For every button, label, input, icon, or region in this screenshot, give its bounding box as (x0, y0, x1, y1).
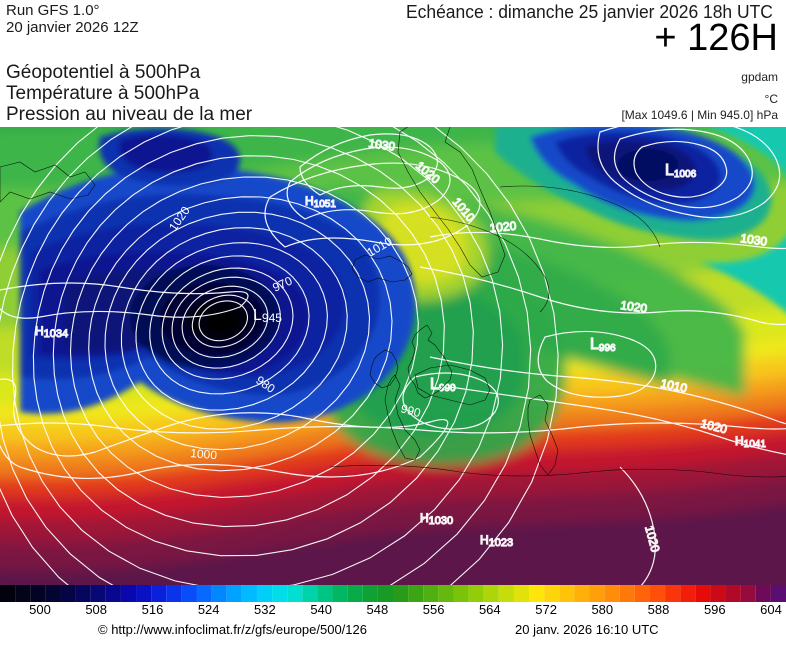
svg-text:1030: 1030 (740, 231, 769, 249)
svg-text:990: 990 (399, 401, 422, 420)
svg-text:H1041: H1041 (735, 434, 766, 450)
svg-text:H1034: H1034 (35, 324, 68, 340)
svg-text:H1023: H1023 (480, 533, 513, 549)
svg-text:L1006: L1006 (665, 162, 697, 180)
svg-text:1010: 1010 (365, 234, 395, 260)
svg-text:1020: 1020 (413, 159, 443, 187)
svg-text:1010: 1010 (659, 376, 688, 395)
svg-text:L990: L990 (430, 376, 456, 394)
svg-text:1010: 1010 (450, 195, 478, 225)
svg-text:1000: 1000 (190, 446, 218, 462)
svg-text:H1051: H1051 (305, 194, 336, 210)
svg-text:1020: 1020 (642, 524, 663, 554)
svg-text:970: 970 (270, 273, 294, 294)
svg-text:H1030: H1030 (420, 511, 453, 527)
svg-text:L996: L996 (590, 336, 616, 354)
svg-text:1020: 1020 (699, 416, 729, 436)
svg-text:980: 980 (253, 373, 278, 396)
svg-text:1030: 1030 (368, 136, 397, 154)
svg-text:L945: L945 (253, 307, 282, 325)
